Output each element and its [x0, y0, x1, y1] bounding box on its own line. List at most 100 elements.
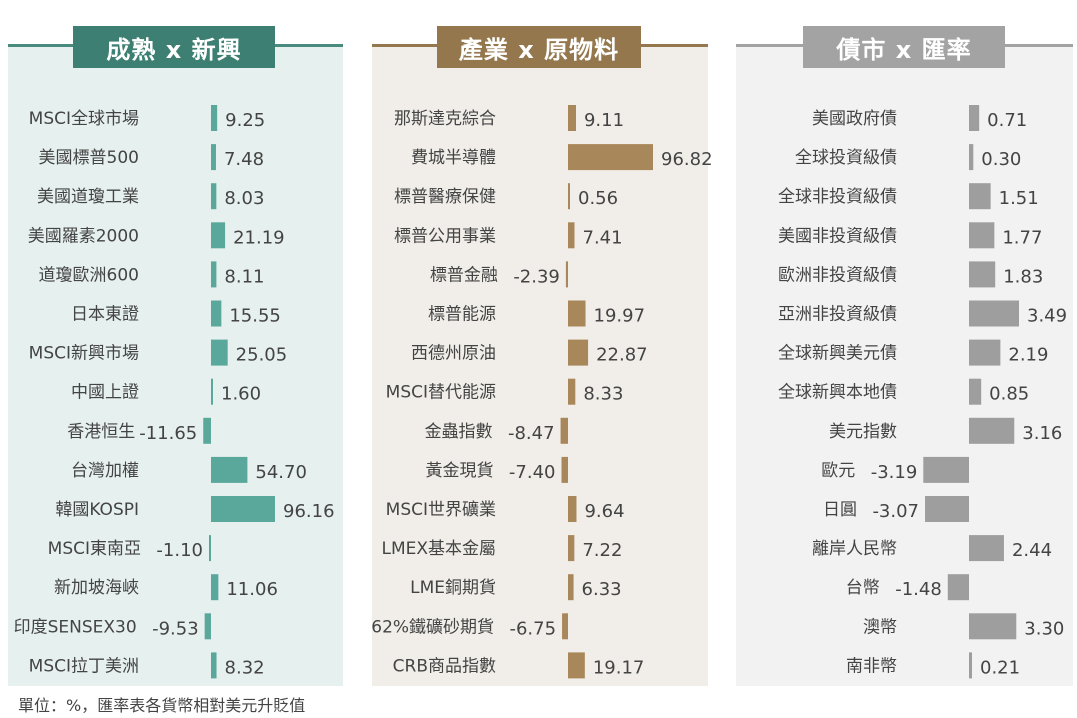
category-label: 歐元 [821, 461, 855, 481]
category-label: 台幣 [846, 578, 880, 598]
data-label: 8.11 [224, 266, 264, 287]
category-label: 澳幣 [863, 617, 897, 637]
category-label: LMEX基本金屬 [381, 539, 496, 559]
data-label: 54.70 [255, 462, 307, 483]
data-label: 6.33 [582, 579, 622, 600]
data-label: -3.19 [871, 462, 918, 483]
bar-item-2 [969, 183, 991, 210]
bar-lme-12 [568, 574, 574, 601]
bar-500-1 [211, 144, 216, 171]
chart-title: 產業 x 原物料 [437, 26, 641, 68]
bar-msci-11 [209, 535, 211, 562]
category-label: 西德州原油 [411, 344, 496, 364]
category-label: MSCI拉丁美洲 [29, 656, 139, 676]
data-label: 2.44 [1012, 540, 1052, 561]
data-label: 22.87 [596, 345, 648, 366]
bar-item-0 [568, 105, 576, 131]
category-label: 黃金現貨 [426, 461, 494, 481]
data-label: -7.40 [509, 462, 556, 483]
data-label: -1.10 [156, 540, 203, 561]
category-label: 南非幣 [846, 656, 897, 676]
data-label: 21.19 [233, 227, 285, 248]
bar-item-2 [211, 183, 217, 210]
data-label: 9.11 [584, 110, 624, 131]
data-label: -3.07 [872, 501, 919, 522]
category-label: 全球新興美元債 [778, 344, 897, 364]
category-label: 美元指數 [829, 422, 897, 442]
bar-item-6 [969, 339, 1001, 366]
bar-msci-10 [568, 496, 577, 522]
category-label: 標普醫療保健 [394, 187, 496, 207]
chart-title: 成熟 x 新興 [73, 26, 275, 68]
bar-item-4 [565, 261, 568, 288]
bar-msci-7 [568, 378, 576, 405]
category-label: 62%鐵礦砂期貨 [371, 617, 494, 637]
bar-item-5 [211, 300, 222, 327]
data-label: 1.77 [1002, 227, 1042, 248]
data-label: 1.51 [999, 188, 1039, 209]
bar-item-6 [568, 339, 589, 366]
category-label: 美國政府債 [812, 109, 897, 129]
data-label: 3.30 [1024, 618, 1064, 639]
data-label: 0.21 [980, 657, 1020, 678]
data-label: 7.48 [224, 149, 264, 170]
category-label: 標普公用事業 [394, 226, 496, 246]
data-label: 0.30 [981, 149, 1021, 170]
category-label: 台灣加權 [71, 461, 139, 481]
data-label: 7.41 [583, 227, 623, 248]
bar-crb-14 [568, 652, 585, 679]
bar-item-8 [560, 417, 568, 444]
bar-item-9 [561, 456, 568, 483]
data-label: -8.47 [508, 423, 555, 444]
category-label: 費城半導體 [411, 148, 496, 168]
category-label: 標普金融 [430, 265, 498, 285]
category-label: MSCI世界礦業 [386, 500, 496, 520]
category-label: 標普能源 [428, 305, 496, 325]
data-label: -1.48 [895, 579, 942, 600]
data-label: 25.05 [236, 345, 288, 366]
data-label: -11.65 [139, 423, 197, 444]
category-label: 那斯達克綜合 [394, 109, 496, 129]
data-label: 9.64 [584, 501, 624, 522]
bar-item-8 [203, 417, 211, 444]
data-label: -6.75 [509, 618, 556, 639]
bar-600-4 [211, 261, 217, 288]
data-label: 11.06 [226, 579, 278, 600]
category-label: 離岸人民幣 [812, 539, 897, 559]
category-label: 全球投資級債 [795, 148, 897, 168]
data-label: 1.83 [1003, 266, 1043, 287]
category-label: MSCI東南亞 [48, 539, 141, 559]
data-label: 8.33 [583, 384, 623, 405]
data-label: 15.55 [229, 306, 281, 327]
bar-2000-3 [211, 222, 226, 249]
data-label: 0.56 [578, 188, 618, 209]
category-label: CRB商品指數 [393, 656, 496, 676]
category-label: 韓國KOSPI [55, 500, 139, 520]
category-label: 新加坡海峽 [54, 578, 139, 598]
data-label: 96.82 [661, 149, 713, 170]
category-label: 美國標普500 [39, 148, 139, 168]
bar-item-5 [969, 300, 1019, 327]
bar-item-7 [969, 378, 982, 405]
data-label: -9.53 [152, 618, 199, 639]
category-label: 日本東證 [71, 305, 139, 325]
category-label: MSCI全球市場 [29, 109, 139, 129]
bar-msci-14 [211, 652, 217, 679]
panel-background [8, 47, 343, 686]
category-label: 道瓊歐洲600 [39, 265, 139, 285]
category-label: 美國道瓊工業 [37, 187, 139, 207]
category-label: MSCI新興市場 [29, 344, 139, 364]
bar-item-12 [211, 574, 219, 601]
data-label: 3.49 [1027, 306, 1067, 327]
category-label: 香港恒生 [67, 422, 135, 442]
chart-title: 債市 x 匯率 [803, 26, 1005, 68]
data-label: 0.85 [989, 384, 1029, 405]
bar-62-13 [562, 613, 568, 640]
category-label: 中國上證 [71, 383, 139, 403]
category-label: LME銅期貨 [410, 578, 496, 598]
bar-item-11 [969, 535, 1004, 562]
bar-msci-0 [211, 105, 218, 131]
bar-item-13 [969, 613, 1017, 640]
